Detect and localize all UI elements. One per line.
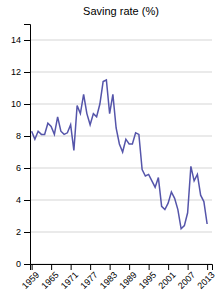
tick-mark bbox=[24, 72, 30, 73]
tick-label: 1983 bbox=[98, 270, 119, 291]
tick-label: 2001 bbox=[156, 270, 177, 291]
tick-mark bbox=[24, 136, 30, 137]
grid-line bbox=[30, 136, 212, 137]
grid-line bbox=[30, 104, 212, 105]
line bbox=[32, 80, 208, 229]
tick-mark bbox=[24, 264, 30, 265]
tick-label: 2007 bbox=[176, 270, 197, 291]
tick-label: 0 bbox=[16, 259, 21, 269]
tick-mark bbox=[24, 232, 30, 233]
tick: 10 bbox=[11, 99, 30, 109]
tick-label: 14 bbox=[11, 35, 21, 45]
tick: 1971 bbox=[59, 264, 80, 291]
grid-line bbox=[30, 72, 212, 73]
tick-label: 1989 bbox=[117, 270, 138, 291]
tick: 14 bbox=[11, 35, 30, 45]
plot: 0246810121419591965197119771983198919952… bbox=[11, 25, 217, 292]
tick: 2001 bbox=[156, 264, 177, 291]
y-axis: 0 2 4 6 8 10 12 14 bbox=[11, 25, 31, 270]
x-axis: 1959196519711977198319891995200120072013 bbox=[20, 264, 217, 291]
tick-mark bbox=[168, 264, 169, 270]
tick-mark bbox=[24, 168, 30, 169]
tick-mark bbox=[129, 264, 130, 270]
tick-mark bbox=[71, 264, 72, 270]
tick-label: 10 bbox=[11, 99, 21, 109]
tick: 8 bbox=[16, 131, 30, 141]
tick-label: 4 bbox=[16, 195, 21, 205]
tick: 2007 bbox=[176, 264, 197, 291]
grid-line bbox=[30, 168, 212, 169]
tick-mark bbox=[51, 264, 52, 270]
tick-label: 2013 bbox=[195, 270, 216, 291]
title: Saving rate (%) bbox=[83, 5, 159, 17]
tick: 1989 bbox=[117, 264, 138, 291]
tick-mark bbox=[207, 264, 208, 270]
grid bbox=[30, 40, 212, 264]
tick: 1959 bbox=[20, 264, 41, 291]
grid-line bbox=[30, 40, 212, 41]
axis-line bbox=[31, 265, 213, 271]
tick-mark bbox=[24, 200, 30, 201]
tick-label: 1977 bbox=[78, 270, 99, 291]
chart: 0246810121419591965197119771983198919952… bbox=[0, 0, 224, 300]
grid-line bbox=[30, 200, 212, 201]
tick: 1965 bbox=[39, 264, 60, 291]
tick: 1995 bbox=[137, 264, 158, 291]
tick: 2 bbox=[16, 227, 30, 237]
axis-line bbox=[24, 25, 31, 265]
tick-label: 1965 bbox=[39, 270, 60, 291]
tick-label: 1959 bbox=[20, 270, 41, 291]
tick: 1977 bbox=[78, 264, 99, 291]
tick-label: 12 bbox=[11, 67, 21, 77]
tick-label: 1971 bbox=[59, 270, 80, 291]
tick-label: 6 bbox=[16, 163, 21, 173]
tick-label: 1995 bbox=[137, 270, 158, 291]
tick-mark bbox=[24, 40, 30, 41]
tick: 4 bbox=[16, 195, 30, 205]
tick: 1983 bbox=[98, 264, 119, 291]
grid-line bbox=[30, 232, 212, 233]
tick-mark bbox=[149, 264, 150, 270]
tick-mark bbox=[110, 264, 111, 270]
tick-label: 8 bbox=[16, 131, 21, 141]
marks bbox=[32, 80, 208, 229]
tick-mark bbox=[188, 264, 189, 270]
tick: 0 bbox=[16, 259, 30, 269]
tick-mark bbox=[24, 104, 30, 105]
tick-mark bbox=[32, 264, 33, 270]
tick: 2013 bbox=[195, 264, 216, 291]
tick-label: 2 bbox=[16, 227, 21, 237]
tick: 12 bbox=[11, 67, 30, 77]
tick: 6 bbox=[16, 163, 30, 173]
tick-mark bbox=[90, 264, 91, 270]
